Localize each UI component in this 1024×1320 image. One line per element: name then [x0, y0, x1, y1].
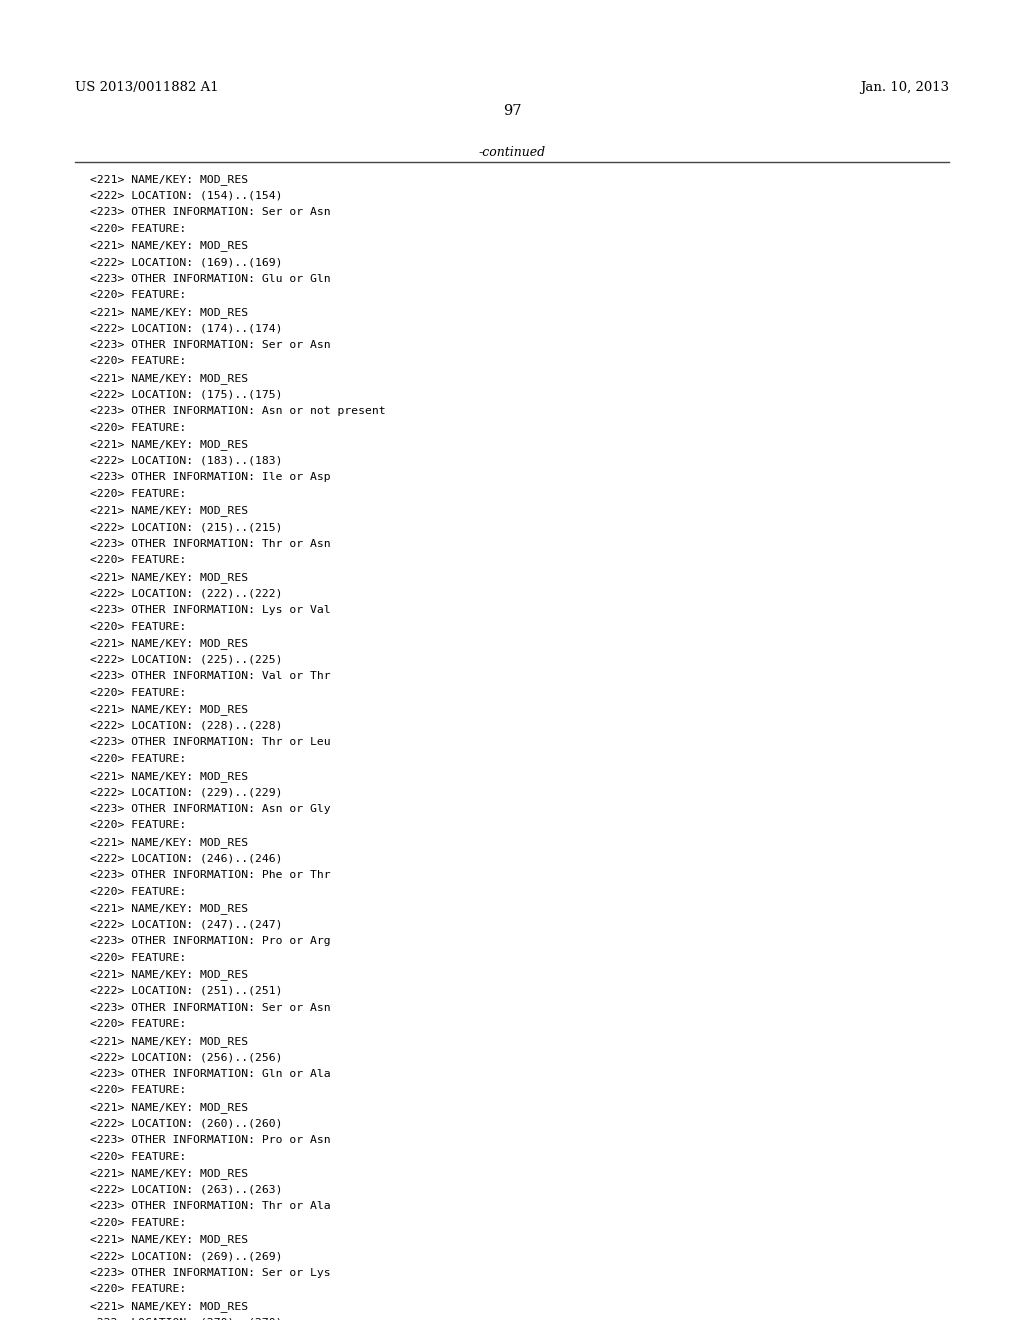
Text: <220> FEATURE:: <220> FEATURE:	[90, 1019, 186, 1030]
Text: <222> LOCATION: (260)..(260): <222> LOCATION: (260)..(260)	[90, 1118, 283, 1129]
Text: <220> FEATURE:: <220> FEATURE:	[90, 622, 186, 631]
Text: <220> FEATURE:: <220> FEATURE:	[90, 488, 186, 499]
Text: <223> OTHER INFORMATION: Ser or Asn: <223> OTHER INFORMATION: Ser or Asn	[90, 1003, 331, 1012]
Text: <223> OTHER INFORMATION: Asn or Gly: <223> OTHER INFORMATION: Asn or Gly	[90, 804, 331, 813]
Text: <222> LOCATION: (222)..(222): <222> LOCATION: (222)..(222)	[90, 589, 283, 598]
Text: <222> LOCATION: (256)..(256): <222> LOCATION: (256)..(256)	[90, 1052, 283, 1063]
Text: <222> LOCATION: (154)..(154): <222> LOCATION: (154)..(154)	[90, 191, 283, 201]
Text: -continued: -continued	[478, 147, 546, 158]
Text: <223> OTHER INFORMATION: Ser or Asn: <223> OTHER INFORMATION: Ser or Asn	[90, 207, 331, 218]
Text: <222> LOCATION: (269)..(269): <222> LOCATION: (269)..(269)	[90, 1251, 283, 1261]
Text: <221> NAME/KEY: MOD_RES: <221> NAME/KEY: MOD_RES	[90, 240, 248, 251]
Text: <223> OTHER INFORMATION: Thr or Asn: <223> OTHER INFORMATION: Thr or Asn	[90, 539, 331, 549]
Text: <220> FEATURE:: <220> FEATURE:	[90, 1284, 186, 1294]
Text: 97: 97	[503, 104, 521, 117]
Text: <223> OTHER INFORMATION: Glu or Gln: <223> OTHER INFORMATION: Glu or Gln	[90, 273, 331, 284]
Text: <222> LOCATION: (263)..(263): <222> LOCATION: (263)..(263)	[90, 1185, 283, 1195]
Text: <221> NAME/KEY: MOD_RES: <221> NAME/KEY: MOD_RES	[90, 1300, 248, 1312]
Text: <223> OTHER INFORMATION: Thr or Leu: <223> OTHER INFORMATION: Thr or Leu	[90, 738, 331, 747]
Text: <222> LOCATION: (251)..(251): <222> LOCATION: (251)..(251)	[90, 986, 283, 997]
Text: <222> LOCATION: (175)..(175): <222> LOCATION: (175)..(175)	[90, 389, 283, 400]
Text: <222> LOCATION: (270)..(270): <222> LOCATION: (270)..(270)	[90, 1317, 283, 1320]
Text: <222> LOCATION: (225)..(225): <222> LOCATION: (225)..(225)	[90, 655, 283, 665]
Text: <223> OTHER INFORMATION: Gln or Ala: <223> OTHER INFORMATION: Gln or Ala	[90, 1069, 331, 1078]
Text: <220> FEATURE:: <220> FEATURE:	[90, 556, 186, 565]
Text: <222> LOCATION: (174)..(174): <222> LOCATION: (174)..(174)	[90, 323, 283, 334]
Text: <221> NAME/KEY: MOD_RES: <221> NAME/KEY: MOD_RES	[90, 705, 248, 715]
Text: <222> LOCATION: (183)..(183): <222> LOCATION: (183)..(183)	[90, 455, 283, 466]
Text: <221> NAME/KEY: MOD_RES: <221> NAME/KEY: MOD_RES	[90, 1036, 248, 1047]
Text: <221> NAME/KEY: MOD_RES: <221> NAME/KEY: MOD_RES	[90, 969, 248, 981]
Text: <222> LOCATION: (228)..(228): <222> LOCATION: (228)..(228)	[90, 721, 283, 731]
Text: <220> FEATURE:: <220> FEATURE:	[90, 953, 186, 962]
Text: <221> NAME/KEY: MOD_RES: <221> NAME/KEY: MOD_RES	[90, 174, 248, 185]
Text: <221> NAME/KEY: MOD_RES: <221> NAME/KEY: MOD_RES	[90, 506, 248, 516]
Text: <220> FEATURE:: <220> FEATURE:	[90, 1151, 186, 1162]
Text: <223> OTHER INFORMATION: Lys or Val: <223> OTHER INFORMATION: Lys or Val	[90, 605, 331, 615]
Text: <221> NAME/KEY: MOD_RES: <221> NAME/KEY: MOD_RES	[90, 1234, 248, 1245]
Text: <223> OTHER INFORMATION: Pro or Arg: <223> OTHER INFORMATION: Pro or Arg	[90, 936, 331, 946]
Text: <222> LOCATION: (215)..(215): <222> LOCATION: (215)..(215)	[90, 523, 283, 532]
Text: <220> FEATURE:: <220> FEATURE:	[90, 820, 186, 830]
Text: <223> OTHER INFORMATION: Ile or Asp: <223> OTHER INFORMATION: Ile or Asp	[90, 473, 331, 482]
Text: <222> LOCATION: (247)..(247): <222> LOCATION: (247)..(247)	[90, 920, 283, 929]
Text: <222> LOCATION: (169)..(169): <222> LOCATION: (169)..(169)	[90, 257, 283, 267]
Text: <222> LOCATION: (229)..(229): <222> LOCATION: (229)..(229)	[90, 787, 283, 797]
Text: <220> FEATURE:: <220> FEATURE:	[90, 754, 186, 764]
Text: <220> FEATURE:: <220> FEATURE:	[90, 356, 186, 367]
Text: <223> OTHER INFORMATION: Val or Thr: <223> OTHER INFORMATION: Val or Thr	[90, 671, 331, 681]
Text: US 2013/0011882 A1: US 2013/0011882 A1	[75, 82, 218, 94]
Text: <221> NAME/KEY: MOD_RES: <221> NAME/KEY: MOD_RES	[90, 374, 248, 384]
Text: <220> FEATURE:: <220> FEATURE:	[90, 688, 186, 698]
Text: <222> LOCATION: (246)..(246): <222> LOCATION: (246)..(246)	[90, 854, 283, 863]
Text: <221> NAME/KEY: MOD_RES: <221> NAME/KEY: MOD_RES	[90, 572, 248, 582]
Text: <221> NAME/KEY: MOD_RES: <221> NAME/KEY: MOD_RES	[90, 440, 248, 450]
Text: <223> OTHER INFORMATION: Phe or Thr: <223> OTHER INFORMATION: Phe or Thr	[90, 870, 331, 880]
Text: <220> FEATURE:: <220> FEATURE:	[90, 290, 186, 300]
Text: <220> FEATURE:: <220> FEATURE:	[90, 224, 186, 234]
Text: <221> NAME/KEY: MOD_RES: <221> NAME/KEY: MOD_RES	[90, 903, 248, 913]
Text: <221> NAME/KEY: MOD_RES: <221> NAME/KEY: MOD_RES	[90, 771, 248, 781]
Text: <221> NAME/KEY: MOD_RES: <221> NAME/KEY: MOD_RES	[90, 837, 248, 847]
Text: <221> NAME/KEY: MOD_RES: <221> NAME/KEY: MOD_RES	[90, 638, 248, 649]
Text: <223> OTHER INFORMATION: Asn or not present: <223> OTHER INFORMATION: Asn or not pres…	[90, 407, 386, 416]
Text: <220> FEATURE:: <220> FEATURE:	[90, 1085, 186, 1096]
Text: Jan. 10, 2013: Jan. 10, 2013	[860, 82, 949, 94]
Text: <220> FEATURE:: <220> FEATURE:	[90, 1218, 186, 1228]
Text: <223> OTHER INFORMATION: Pro or Asn: <223> OTHER INFORMATION: Pro or Asn	[90, 1135, 331, 1144]
Text: <223> OTHER INFORMATION: Ser or Asn: <223> OTHER INFORMATION: Ser or Asn	[90, 341, 331, 350]
Text: <221> NAME/KEY: MOD_RES: <221> NAME/KEY: MOD_RES	[90, 1168, 248, 1179]
Text: <221> NAME/KEY: MOD_RES: <221> NAME/KEY: MOD_RES	[90, 1102, 248, 1113]
Text: <223> OTHER INFORMATION: Ser or Lys: <223> OTHER INFORMATION: Ser or Lys	[90, 1267, 331, 1278]
Text: <221> NAME/KEY: MOD_RES: <221> NAME/KEY: MOD_RES	[90, 306, 248, 318]
Text: <220> FEATURE:: <220> FEATURE:	[90, 887, 186, 896]
Text: <220> FEATURE:: <220> FEATURE:	[90, 422, 186, 433]
Text: <223> OTHER INFORMATION: Thr or Ala: <223> OTHER INFORMATION: Thr or Ala	[90, 1201, 331, 1212]
